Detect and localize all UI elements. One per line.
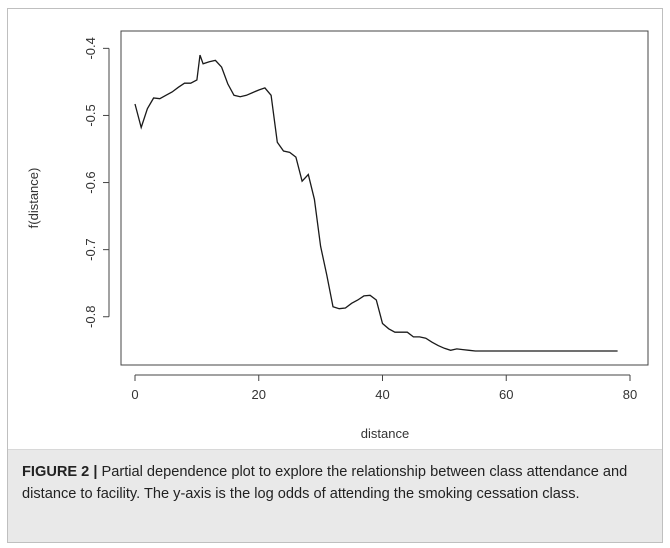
y-tick-label: -0.7 (83, 238, 98, 260)
x-tick-label: 80 (623, 387, 637, 402)
figure-caption: FIGURE 2 | Partial dependence plot to ex… (8, 449, 662, 542)
x-axis: 0 20 40 60 80 (131, 374, 637, 402)
x-tick-label: 60 (499, 387, 513, 402)
y-tick-label: -0.8 (83, 306, 98, 328)
series-line (134, 54, 618, 352)
y-tick-label: -0.6 (83, 171, 98, 193)
x-tick-label: 40 (375, 387, 389, 402)
plot-box (120, 30, 649, 366)
y-axis: -0.4 -0.5 -0.6 -0.7 -0.8 (83, 37, 110, 328)
caption-text: Partial dependence plot to explore the r… (22, 464, 628, 502)
y-axis-title: f(distance) (26, 168, 41, 229)
x-tick-label: 20 (252, 387, 266, 402)
partial-dependence-plot: 0 20 40 60 80 -0.4 -0.5 -0.6 -0.7 -0.8 distance … (8, 9, 664, 449)
y-tick-label: -0.4 (83, 37, 98, 59)
figure-label: FIGURE 2 | (22, 464, 98, 480)
x-axis-title: distance (361, 426, 409, 441)
x-tick-label: 0 (131, 387, 138, 402)
y-tick-label: -0.5 (83, 104, 98, 126)
figure-frame: 0 20 40 60 80 -0.4 -0.5 -0.6 -0.7 -0.8 distance … (7, 8, 663, 543)
chart-canvas: 0 20 40 60 80 -0.4-0.5-0.6-0.7-0.8 distance … (26, 30, 649, 441)
